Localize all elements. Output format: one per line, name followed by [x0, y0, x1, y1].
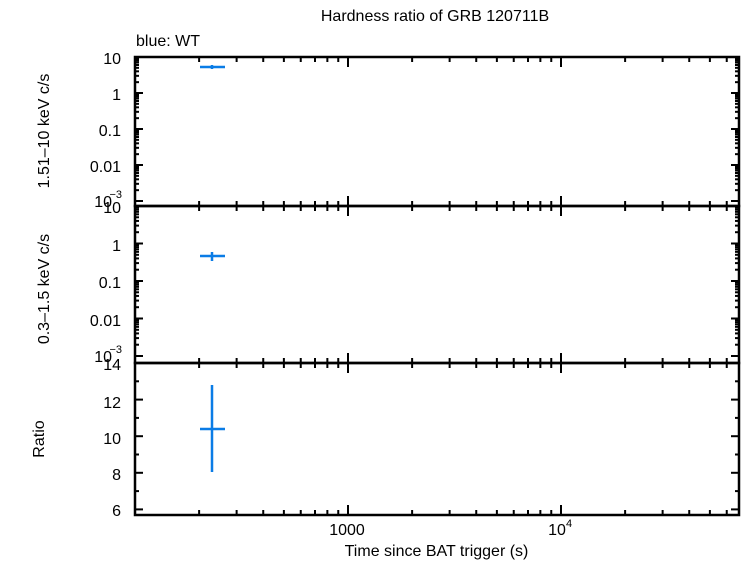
x-axis-label: Time since BAT trigger (s) — [344, 543, 529, 560]
y-ticks-soft — [135, 205, 739, 357]
y-tick-1e-3-exp: −3 — [109, 189, 122, 201]
y-tick-10: 10 — [103, 431, 121, 448]
y-tick-1: 1 — [112, 87, 121, 104]
y-tick-labels-ratio: 14 12 10 8 6 — [103, 357, 121, 520]
x-tick-labels: 1000 10 4 — [329, 518, 572, 539]
panel-hard-frame — [133, 55, 741, 208]
x-ticks — [198, 57, 728, 515]
y-tick-10: 10 — [103, 51, 121, 68]
y-ticks-hard — [135, 56, 739, 202]
legend-label: blue: WT — [136, 33, 201, 50]
y-tick-labels-soft: 10 1 0.1 0.01 10 −3 — [90, 200, 122, 366]
y-tick-0.01: 0.01 — [90, 159, 121, 176]
y-tick-6: 6 — [112, 503, 121, 520]
y-tick-1e-3-exp: −3 — [109, 344, 122, 356]
x-tick-1e4: 10 — [548, 522, 566, 539]
data-point-hard — [200, 65, 225, 69]
y-tick-14: 14 — [103, 357, 121, 374]
panel-ratio-frame — [133, 361, 741, 517]
y-tick-1e-3: 10 — [94, 349, 112, 366]
data-point-soft — [200, 252, 225, 261]
chart-title: Hardness ratio of GRB 120711B — [320, 8, 550, 25]
y-tick-1: 1 — [112, 238, 121, 255]
y-tick-12: 12 — [103, 395, 121, 412]
y-tick-0.1: 0.1 — [99, 275, 121, 292]
y-tick-8: 8 — [112, 467, 121, 484]
y-tick-0.01: 0.01 — [90, 313, 121, 330]
y-ticks-ratio — [135, 362, 739, 511]
panel-soft-frame — [133, 204, 741, 365]
data-point-ratio — [200, 385, 225, 472]
y-tick-labels-hard: 10 1 0.1 0.01 10 −3 — [90, 51, 122, 211]
x-tick-1000: 1000 — [329, 522, 365, 539]
y-tick-0.1: 0.1 — [99, 123, 121, 140]
y-tick-10: 10 — [103, 200, 121, 217]
y-tick-1e-3: 10 — [94, 194, 112, 211]
x-tick-1e4-exp: 4 — [566, 518, 572, 530]
